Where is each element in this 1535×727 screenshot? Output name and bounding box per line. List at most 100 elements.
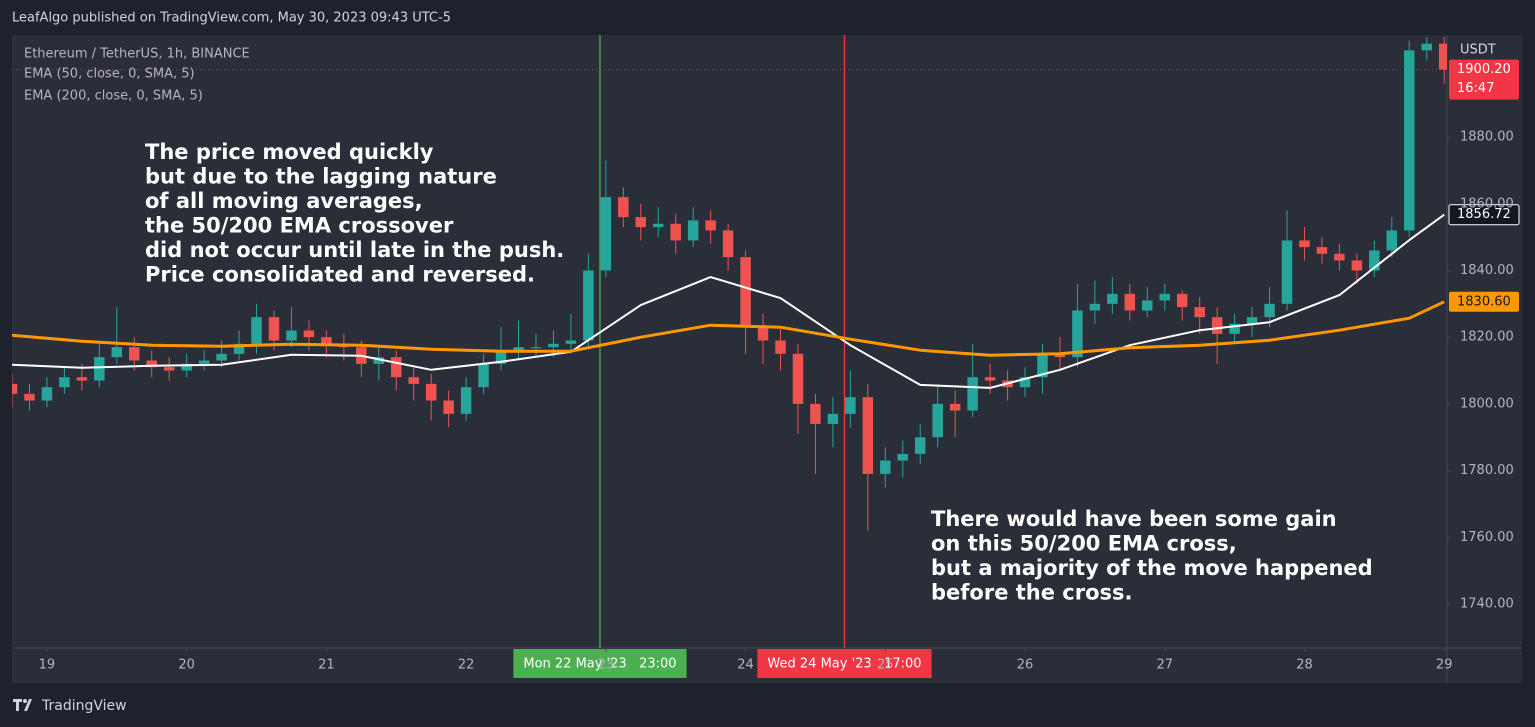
candle-body [233, 343, 245, 354]
countdown-label: 16:47 [1457, 81, 1494, 96]
y-tick-label: 1800.00 [1460, 396, 1514, 411]
price-badge-label: 1900.20 [1457, 62, 1511, 77]
candle-body [460, 387, 472, 414]
candle-body [984, 377, 996, 381]
y-tick-label: 1880.00 [1460, 130, 1514, 145]
x-tick-label: 22 [458, 658, 475, 673]
candle-body [198, 360, 210, 364]
candle-body [94, 357, 105, 381]
plot-area [12, 35, 1447, 648]
candle-body [1281, 240, 1293, 304]
y-tick-label: 1820.00 [1460, 330, 1514, 345]
candle-body [1351, 260, 1363, 271]
candle-body [373, 357, 385, 364]
candle-body [1037, 353, 1048, 378]
candle-body [1404, 50, 1415, 231]
candle-body [478, 363, 489, 388]
currency-label: USDT [1460, 43, 1496, 58]
candle-body [722, 230, 734, 258]
candle-body [1438, 43, 1447, 70]
chart-panel [12, 35, 1522, 683]
candle-body [1089, 303, 1101, 311]
annotation-line: did not occur until late in the push. [145, 238, 564, 262]
candle-body [12, 383, 18, 394]
candle-body [897, 453, 909, 461]
footer-brand: TradingView [41, 698, 127, 714]
candle-body [932, 403, 943, 438]
candle-body [810, 403, 821, 424]
candle-body [775, 340, 786, 354]
candle-body [583, 270, 594, 341]
candle-body [443, 400, 454, 414]
candle-body [705, 220, 716, 231]
candle-body [286, 330, 297, 341]
candle-body [967, 377, 978, 411]
candle-body [24, 393, 35, 401]
candle-body [146, 360, 157, 368]
annotation-line: but a majority of the move happened [931, 556, 1373, 580]
candle-body [251, 317, 262, 344]
candle-body [1124, 293, 1136, 311]
x-tick-label: 19 [39, 658, 56, 673]
candle-body [59, 377, 70, 388]
candle-body [618, 197, 629, 218]
x-tick-label: 27 [1156, 658, 1173, 673]
price-badge [1449, 59, 1519, 100]
event-time-label: Wed 24 May '23 17:00 [767, 657, 921, 672]
x-tick-label: 25 [877, 658, 894, 673]
candle-body [513, 347, 524, 351]
candle-body [1072, 310, 1083, 358]
candle-body [757, 327, 769, 341]
candle-body [425, 383, 437, 401]
candle-body [321, 337, 332, 344]
y-tick-label: 1780.00 [1460, 463, 1514, 478]
candle-body [495, 350, 507, 364]
event-time-badge [513, 649, 687, 678]
legend-entry: EMA (200, close, 0, SMA, 5) [24, 89, 203, 104]
candle-body [880, 460, 891, 474]
candle-body [1421, 43, 1432, 51]
annotation-line: but due to the lagging nature [145, 165, 497, 189]
candle-body [740, 257, 751, 328]
price-badge [1448, 204, 1520, 226]
y-tick-label: 1840.00 [1460, 263, 1514, 278]
legend-entry: EMA (50, close, 0, SMA, 5) [24, 67, 195, 82]
y-tick-label: 1860.00 [1460, 196, 1514, 211]
candle-body [1211, 317, 1223, 334]
candle-body [670, 223, 681, 241]
candle-body [76, 377, 88, 381]
candle-body [1176, 293, 1188, 308]
x-tick-label: 21 [318, 658, 335, 673]
candle-body [181, 363, 192, 371]
annotation-line: There would have been some gain [931, 507, 1337, 531]
annotation-line: Price consolidated and reversed. [145, 263, 535, 287]
annotation-line: the 50/200 EMA crossover [145, 214, 454, 238]
candle-body [635, 217, 647, 228]
candle-body [845, 397, 856, 414]
candle-body [408, 377, 419, 384]
candle-body [548, 343, 559, 348]
candle-body [1264, 303, 1275, 318]
candle-body [1194, 307, 1205, 318]
event-time-badge [757, 649, 932, 678]
ema-line [12, 213, 1445, 389]
candle-body [1054, 353, 1066, 358]
candle-body [1386, 230, 1398, 251]
y-tick-label: 1760.00 [1460, 530, 1514, 545]
candle-body [949, 403, 961, 411]
candle-body [1246, 317, 1258, 324]
event-time-label: Mon 22 May '23 23:00 [523, 657, 676, 672]
x-tick-label: 28 [1296, 658, 1313, 673]
candle-body [565, 340, 577, 344]
x-tick-label: 20 [178, 658, 195, 673]
candle-body [1299, 240, 1310, 248]
candle-body [827, 413, 839, 424]
symbol-title: Ethereum / TetherUS, 1h, BINANCE [24, 47, 250, 62]
candle-body [1107, 293, 1118, 304]
candle-body [600, 197, 612, 271]
x-tick-label: 26 [1017, 658, 1034, 673]
candle-body [1334, 253, 1345, 261]
candle-body [652, 223, 664, 228]
